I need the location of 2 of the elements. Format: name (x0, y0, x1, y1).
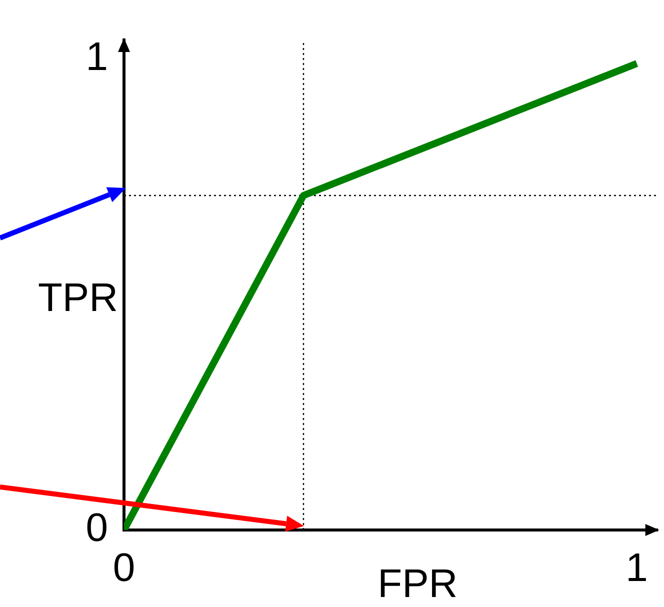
y-axis-title: TPR (38, 276, 118, 320)
x-axis-title: FPR (378, 562, 458, 606)
